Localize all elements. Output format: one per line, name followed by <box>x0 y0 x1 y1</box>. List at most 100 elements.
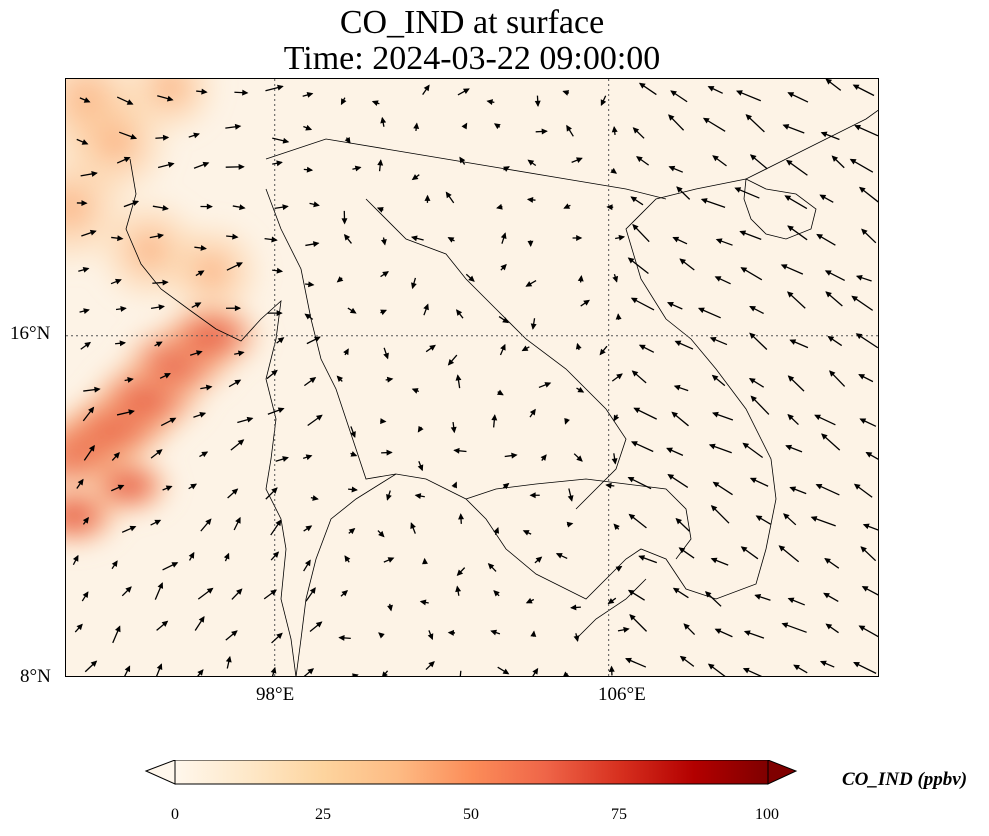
wind-arrow <box>676 186 691 200</box>
wind-arrow <box>711 374 726 387</box>
wind-arrow <box>225 630 238 641</box>
wind-arrow <box>566 521 574 528</box>
wind-arrow <box>149 233 165 239</box>
wind-arrow <box>274 204 289 211</box>
wind-arrow <box>740 267 763 281</box>
wind-arrow <box>678 547 695 559</box>
wind-arrow <box>607 597 617 605</box>
wind-arrow <box>608 665 615 676</box>
wind-arrow <box>781 622 807 633</box>
wind-arrow <box>675 517 690 532</box>
wind-arrow <box>668 165 684 173</box>
wind-arrow <box>851 295 874 311</box>
wind-arrow <box>748 377 765 388</box>
wind-arrow <box>743 630 765 639</box>
wind-arrow <box>302 454 313 461</box>
colorbar-tick-0: 0 <box>171 806 179 823</box>
map-canvas <box>66 79 878 676</box>
wind-arrow <box>712 411 734 421</box>
wind-arrow <box>81 229 97 237</box>
wind-arrow <box>819 660 835 668</box>
wind-arrow <box>499 343 506 356</box>
wind-arrow <box>522 530 532 536</box>
wind-arrow <box>858 625 878 638</box>
wind-arrow <box>123 200 140 208</box>
wind-arrow <box>232 204 246 211</box>
wind-arrow <box>638 555 658 564</box>
plume-blob <box>118 79 223 140</box>
coastlines-and-borders <box>125 109 878 676</box>
wind-arrow <box>615 313 622 320</box>
wind-arrow <box>572 235 583 241</box>
wind-arrow <box>150 304 165 311</box>
colorbar-over-arrow <box>767 760 798 785</box>
wind-arrow <box>672 587 689 599</box>
wind-arrow <box>498 315 509 324</box>
wind-arrow <box>855 333 878 349</box>
colorbar-bar <box>174 760 769 785</box>
wind-arrow <box>425 344 436 353</box>
wind-arrow <box>112 625 121 644</box>
wind-arrow <box>270 519 282 536</box>
wind-arrow <box>638 344 655 353</box>
wind-arrow <box>225 655 232 669</box>
wind-arrow <box>496 389 504 396</box>
wind-arrow <box>121 586 132 597</box>
wind-arrow <box>351 673 359 676</box>
wind-arrow <box>336 375 344 383</box>
wind-arrow <box>563 203 571 209</box>
wind-arrow <box>527 240 534 248</box>
wind-arrow <box>708 443 732 454</box>
wind-arrow <box>861 228 877 244</box>
lat-tick-label-16N: 16°N <box>10 323 51 344</box>
wind-arrow <box>303 559 311 572</box>
wind-arrow <box>496 203 503 210</box>
wind-arrow <box>853 661 877 674</box>
wind-arrow <box>709 337 728 346</box>
wind-arrow <box>417 425 424 433</box>
wind-arrow <box>670 90 688 103</box>
wind-arrow <box>305 281 315 288</box>
wind-arrow <box>424 194 431 203</box>
wind-arrow <box>852 84 875 97</box>
wind-arrow <box>237 416 254 424</box>
wind-arrow <box>272 160 283 167</box>
wind-arrow <box>865 451 878 460</box>
wind-arrow <box>455 374 462 389</box>
wind-arrow <box>862 523 878 531</box>
wind-arrow <box>534 556 543 564</box>
wind-arrow <box>707 663 726 676</box>
wind-arrow <box>571 157 583 163</box>
wind-arrow <box>679 258 695 271</box>
wind-arrow <box>461 122 468 130</box>
wind-arrow <box>529 408 536 418</box>
wind-arrow <box>116 96 134 105</box>
wind-arrow <box>755 515 771 525</box>
wind-arrow <box>787 92 809 103</box>
wind-arrow <box>453 447 467 454</box>
wind-arrow <box>230 439 245 451</box>
wind-arrow <box>615 565 623 572</box>
china-border <box>265 138 667 200</box>
wind-arrow <box>447 354 458 366</box>
wind-arrow <box>450 422 457 434</box>
wind-arrow <box>223 552 230 562</box>
wind-arrow <box>491 414 498 428</box>
wind-arrow <box>377 530 385 538</box>
wind-arrow <box>784 195 808 210</box>
wind-arrow <box>380 116 387 127</box>
wind-arrow <box>529 492 540 499</box>
wind-arrow <box>80 341 92 350</box>
wind-arrow <box>683 623 696 636</box>
wind-arrow <box>228 379 242 388</box>
wind-arrow <box>613 523 620 531</box>
colorbar <box>144 760 798 785</box>
wind-arrow <box>500 232 507 244</box>
map-title: CO_IND at surface <box>339 4 605 41</box>
wind-arrow <box>712 481 733 496</box>
wind-arrow <box>196 88 208 95</box>
wind-arrow <box>154 341 163 348</box>
wind-arrow <box>606 204 614 211</box>
wind-arrow <box>380 309 388 316</box>
wind-arrow <box>378 632 385 639</box>
